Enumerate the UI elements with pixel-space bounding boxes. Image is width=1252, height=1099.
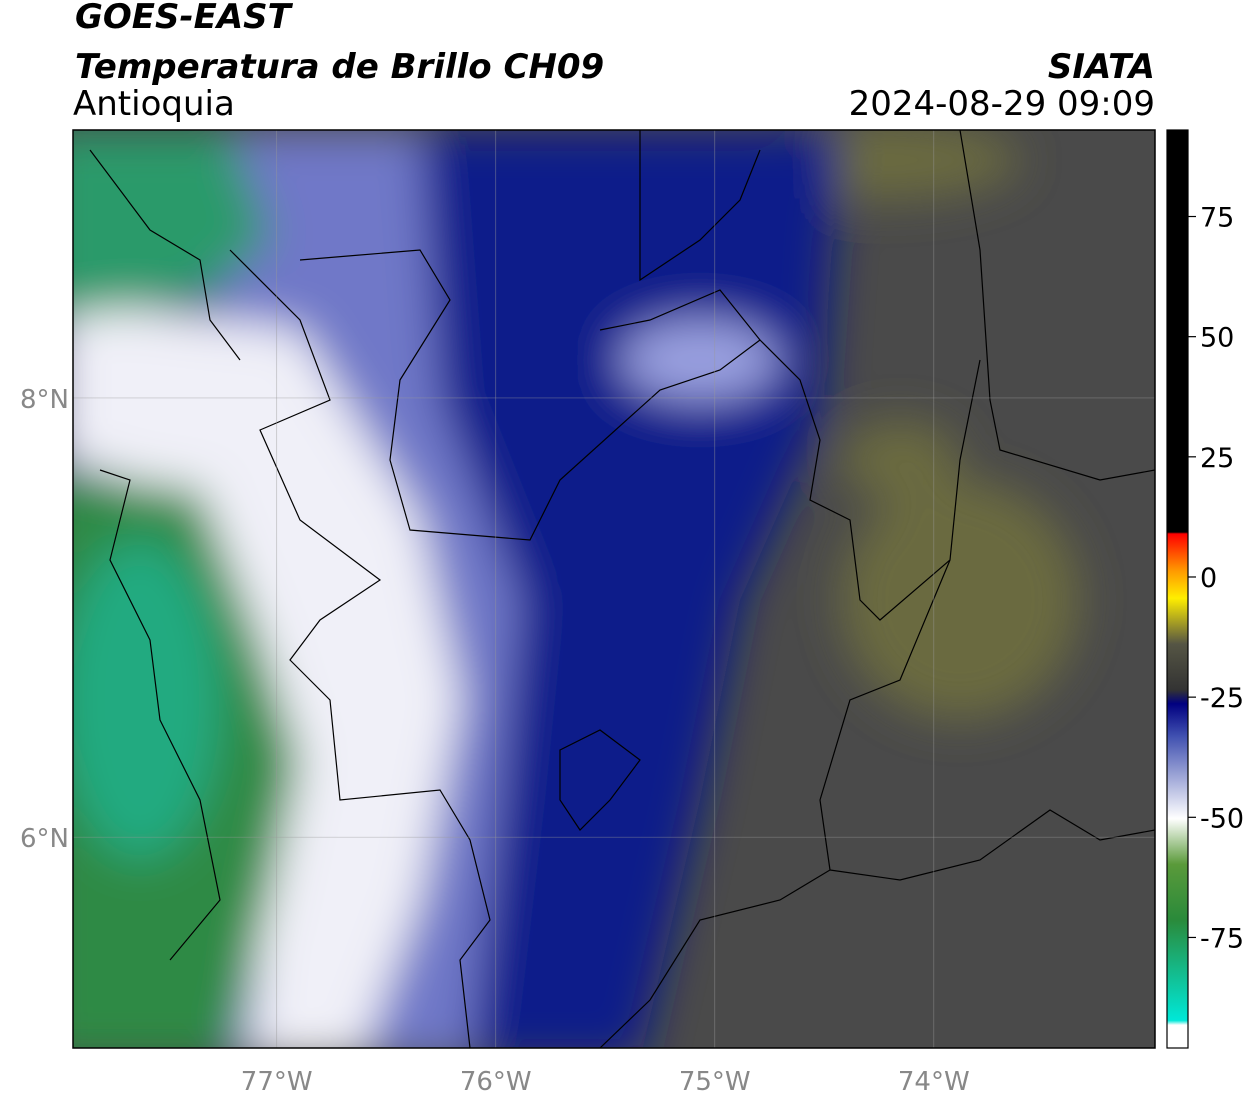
- colorbar-tick-label: 75: [1200, 203, 1234, 234]
- datetime: 2024-08-29 09:09: [849, 84, 1155, 124]
- map-imagery: [73, 130, 1155, 1048]
- colorbar-tick-label: -75: [1200, 923, 1244, 954]
- colorbar-tick-label: 25: [1200, 443, 1234, 474]
- lat-tick-label: 8°N: [20, 385, 69, 415]
- lon-tick-label: 76°W: [460, 1067, 532, 1097]
- colorbar-tick-label: 50: [1200, 323, 1234, 354]
- colorbar-tick-label: -25: [1200, 683, 1244, 714]
- colorbar: [1166, 129, 1189, 1049]
- lat-tick-label: 6°N: [20, 824, 69, 854]
- lon-tick-label: 74°W: [898, 1067, 970, 1097]
- agency: SIATA: [1048, 47, 1155, 87]
- colorbar-tick-label: -50: [1200, 803, 1244, 834]
- grid: [73, 130, 1155, 1048]
- product: Temperatura de Brillo CH09: [75, 47, 604, 87]
- lon-tick-label: 77°W: [241, 1067, 313, 1097]
- map-frame: [72, 129, 1156, 1049]
- region: Antioquia: [73, 84, 235, 124]
- satellite: GOES-EAST: [75, 0, 294, 37]
- lon-tick-label: 75°W: [679, 1067, 751, 1097]
- colorbar-tick-label: 0: [1200, 563, 1217, 594]
